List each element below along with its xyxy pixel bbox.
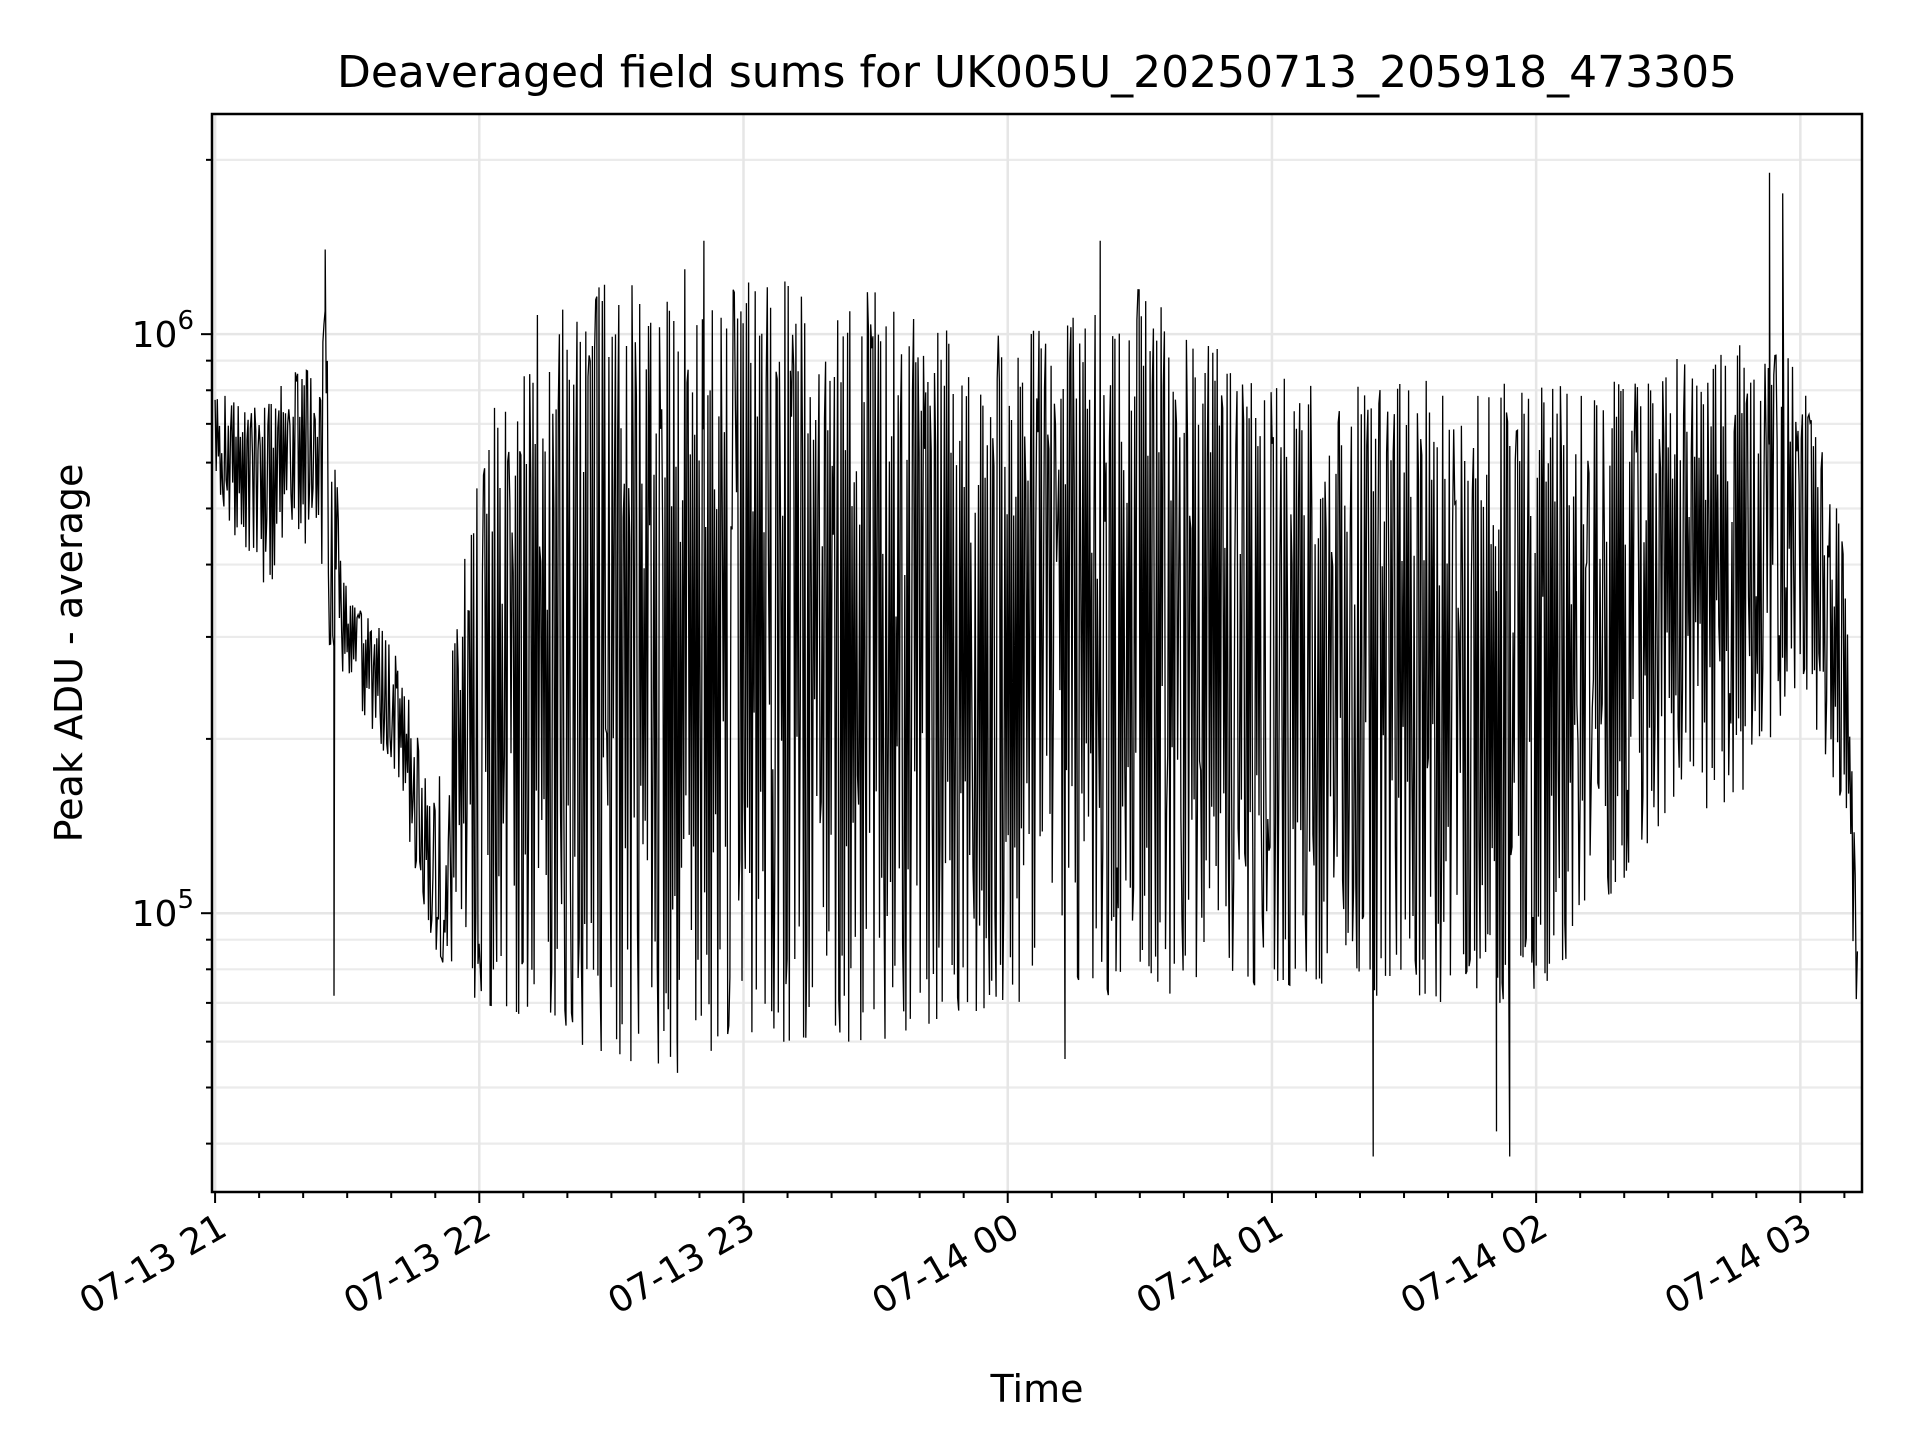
chart-title: Deaveraged field sums for UK005U_2025071… — [337, 47, 1737, 98]
y-tick-label: 106 — [132, 306, 194, 356]
x-axis-label: Time — [990, 1367, 1084, 1411]
grid — [212, 114, 1862, 1192]
x-tick-label: 07-13 23 — [601, 1206, 762, 1322]
series-line — [214, 172, 1859, 1157]
x-tick-label: 07-14 03 — [1658, 1206, 1819, 1322]
series — [214, 172, 1859, 1157]
x-axis: 07-13 21 07-13 22 07-13 23 07-14 00 07-14 01… — [73, 1192, 1846, 1323]
x-tick-label: 07-14 01 — [1130, 1206, 1291, 1322]
x-tick-label: 07-13 21 — [73, 1206, 234, 1322]
x-tick-label: 07-13 22 — [337, 1206, 498, 1322]
x-tick-label: 07-14 02 — [1394, 1206, 1555, 1322]
plot-frame — [210, 112, 1864, 1194]
y-axis: 105 106 — [132, 158, 212, 1145]
y-axis-label: Peak ADU - average — [47, 464, 91, 843]
x-tick-label: 07-14 00 — [866, 1206, 1027, 1322]
y-tick-label: 105 — [132, 885, 194, 935]
